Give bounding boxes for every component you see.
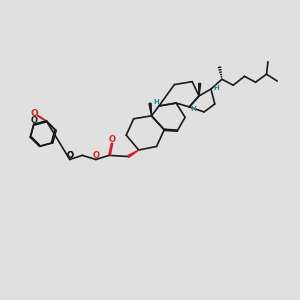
Text: H: H [191, 106, 197, 112]
Text: O: O [30, 116, 37, 125]
Text: O: O [66, 152, 73, 160]
Text: O: O [109, 135, 116, 144]
Text: H: H [154, 99, 159, 105]
Text: O: O [30, 110, 38, 118]
Text: H: H [213, 85, 219, 91]
Polygon shape [149, 103, 152, 116]
Text: O: O [92, 152, 99, 160]
Polygon shape [128, 150, 139, 158]
Polygon shape [199, 83, 201, 96]
Text: O: O [66, 152, 73, 160]
